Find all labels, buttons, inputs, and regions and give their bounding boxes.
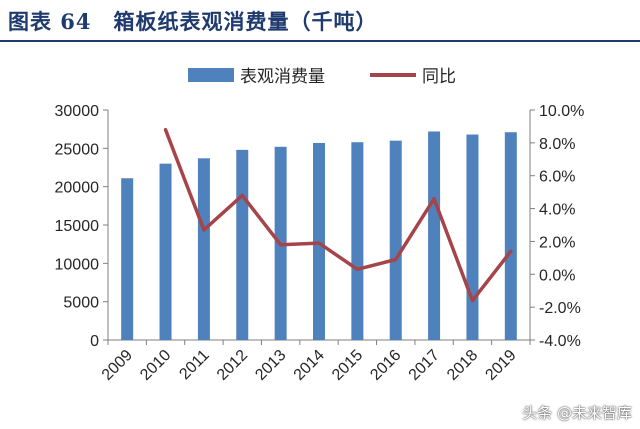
- line-path: [163, 127, 513, 303]
- x-tick-label: 2009: [99, 347, 136, 384]
- y-axis-left: 0 5000 10000 15000 20000 25000 30000: [55, 103, 109, 350]
- bar: [197, 158, 210, 340]
- line-point: [279, 243, 283, 247]
- y-left-tick-label: 5000: [63, 295, 99, 312]
- y-right-tick-label: 2.0%: [539, 234, 575, 251]
- chart-title: 图表 64 箱板纸表观消费量（千吨）: [8, 9, 378, 34]
- x-tick-label: 2013: [252, 347, 289, 384]
- bar: [236, 149, 249, 340]
- y-right-tick-label: -4.0%: [539, 333, 581, 350]
- bar: [504, 132, 517, 340]
- bar-series: [121, 131, 517, 340]
- y-right-tick-label: -2.0%: [539, 300, 581, 317]
- line-point: [509, 249, 513, 253]
- y-right-tick-label: 6.0%: [539, 169, 575, 186]
- line-point: [317, 241, 321, 245]
- bar: [121, 178, 134, 340]
- legend-swatch-bar: [188, 68, 234, 82]
- legend-label-line: 同比: [422, 67, 456, 87]
- x-axis: 2009 2010 2011 2012 2013 2014 2015 2016 2017 2018…: [99, 339, 531, 384]
- line-point: [470, 299, 474, 303]
- x-tick-label: 2016: [367, 347, 404, 384]
- line-point: [240, 193, 244, 197]
- watermark: 头条 @未来智库: [522, 404, 632, 422]
- y-left-tick-label: 20000: [55, 180, 100, 197]
- legend-label-bar: 表观消费量: [240, 67, 325, 87]
- bar: [351, 142, 364, 340]
- y-left-tick-label: 30000: [55, 103, 100, 120]
- x-tick-label: 2010: [137, 347, 174, 384]
- line-point: [202, 228, 206, 232]
- line-point: [355, 267, 359, 271]
- bar: [159, 163, 172, 340]
- x-tick-label: 2017: [406, 347, 443, 384]
- line-point: [432, 197, 436, 201]
- bar: [466, 134, 479, 340]
- y-left-tick-label: 0: [90, 333, 99, 350]
- y-right-tick-label: 8.0%: [539, 136, 575, 153]
- y-axis-right: -4.0% -2.0% 0.0% 2.0% 4.0% 6.0% 8.0% 10.0%: [529, 103, 584, 350]
- chart-header: 图表 64 箱板纸表观消费量（千吨）: [0, 0, 640, 42]
- legend: 表观消费量 同比: [188, 67, 456, 87]
- x-tick-label: 2018: [444, 347, 481, 384]
- line-point: [164, 128, 168, 132]
- x-tick-label: 2014: [291, 347, 328, 384]
- line-point: [394, 258, 398, 261]
- title-underline: [0, 40, 640, 42]
- y-right-tick-label: 10.0%: [539, 103, 584, 120]
- bar: [428, 131, 441, 340]
- y-right-tick-label: 0.0%: [539, 267, 575, 284]
- y-left-tick-label: 15000: [55, 218, 100, 235]
- x-tick-label: 2015: [329, 347, 366, 384]
- x-tick-label: 2011: [176, 347, 212, 383]
- y-left-tick-label: 10000: [55, 256, 100, 273]
- y-right-tick-label: 4.0%: [539, 202, 575, 219]
- line-series: [163, 127, 513, 303]
- x-tick-label: 2019: [482, 347, 519, 384]
- y-left-tick-label: 25000: [55, 141, 100, 158]
- bar: [389, 140, 402, 340]
- x-tick-label: 2012: [214, 347, 251, 384]
